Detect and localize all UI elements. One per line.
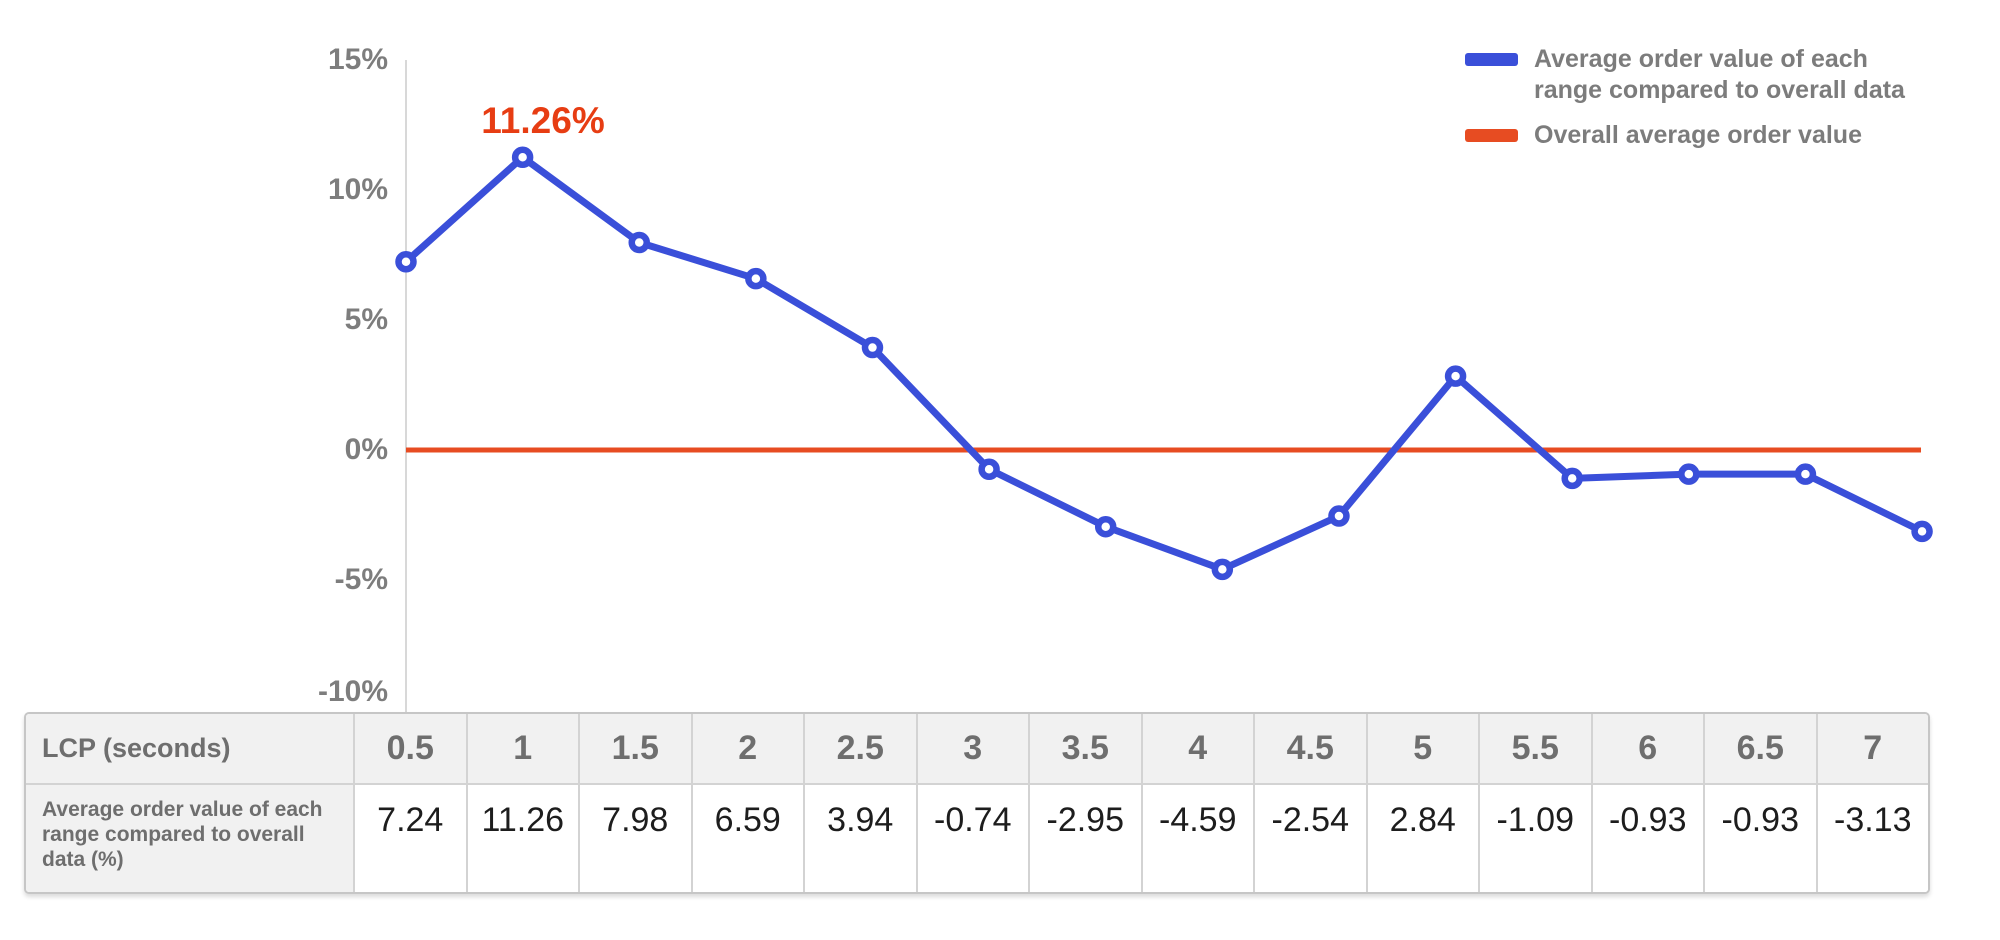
data-point-marker: [745, 267, 767, 290]
legend: Average order value of each range compar…: [1465, 44, 1935, 165]
metric-value-cell: -0.74: [915, 783, 1028, 892]
data-point-marker: [1678, 463, 1700, 485]
data-point-marker: [1328, 505, 1350, 527]
lcp-column-header: 3: [915, 714, 1028, 783]
table-value-row: Average order value of each range compar…: [26, 783, 1928, 892]
lcp-column-header: 7: [1815, 714, 1928, 783]
metric-value-cell: 2.84: [1365, 783, 1478, 892]
data-point-marker: [1094, 515, 1117, 538]
data-point-marker: [1211, 558, 1234, 581]
lcp-column-header: 1.5: [578, 714, 691, 783]
y-axis-tick-label: 5%: [344, 303, 388, 336]
lcp-column-header: 4.5: [1253, 714, 1366, 783]
data-point-marker: [978, 458, 1000, 480]
data-point-marker: [1444, 365, 1467, 387]
metric-value-cell: 3.94: [803, 783, 916, 892]
line-chart: 15% 10% 5% 0% -5% -10% 11.26% Average order v…: [317, 43, 1935, 712]
metric-label-cell: Average order value of each range compar…: [26, 783, 353, 892]
metric-value-cell: -2.95: [1028, 783, 1141, 892]
metric-value-cell: 7.98: [578, 783, 691, 892]
legend-item: Overall average order value: [1465, 120, 1935, 151]
legend-label: Overall average order value: [1534, 121, 1862, 149]
data-point-marker: [861, 336, 884, 359]
lcp-column-header: 5.5: [1478, 714, 1591, 783]
metric-value-cell: -2.54: [1253, 783, 1366, 892]
lcp-column-header: 3.5: [1028, 714, 1141, 783]
data-point-marker: [1561, 467, 1583, 490]
legend-label: Average order value of each range compar…: [1534, 45, 1905, 104]
legend-swatch-icon: [1465, 53, 1518, 66]
lcp-column-header: 6: [1590, 714, 1703, 783]
lcp-column-header: 1: [465, 714, 578, 783]
peak-annotation: 11.26%: [481, 100, 605, 141]
data-point-marker: [511, 146, 534, 168]
data-point-marker: [1794, 463, 1817, 485]
y-axis-tick-label: -10%: [317, 675, 388, 708]
data-point-marker: [628, 231, 650, 254]
metric-value-cell: -0.93: [1590, 783, 1703, 892]
metric-value-cell: 6.59: [690, 783, 803, 892]
data-point-marker: [395, 251, 417, 273]
legend-swatch-icon: [1465, 129, 1518, 142]
metric-value-cell: -1.09: [1478, 783, 1591, 892]
lcp-column-header: 4: [1140, 714, 1253, 783]
lcp-header-cell: LCP (seconds): [26, 714, 353, 783]
lcp-column-header: 2: [690, 714, 803, 783]
y-axis-tick-label: 0%: [344, 433, 388, 466]
table-header-row: LCP (seconds) 0.5 1 1.5 2 2.5 3 3.5 4 4.5 5 5.5 6 6.…: [26, 714, 1928, 783]
lcp-column-header: 5: [1365, 714, 1478, 783]
data-table: LCP (seconds) 0.5 1 1.5 2 2.5 3 3.5 4 4.5 5 5.5 6 6.…: [24, 712, 1930, 894]
lcp-column-header: 0.5: [353, 714, 466, 783]
series-line: [402, 153, 1926, 573]
lcp-column-header: 6.5: [1703, 714, 1816, 783]
metric-value-cell: -4.59: [1140, 783, 1253, 892]
metric-value-cell: 11.26: [465, 783, 578, 892]
y-axis-tick-label: 15%: [327, 43, 388, 76]
metric-value-cell: 7.24: [353, 783, 466, 892]
plot-svg: [395, 60, 1933, 712]
metric-value-cell: -0.93: [1703, 783, 1816, 892]
y-axis-tick-label: -5%: [334, 563, 388, 596]
data-point-marker: [1911, 520, 1933, 543]
legend-item: Average order value of each range compar…: [1465, 44, 1935, 106]
metric-value-cell: -3.13: [1815, 783, 1928, 892]
lcp-column-header: 2.5: [803, 714, 916, 783]
y-axis-tick-label: 10%: [327, 173, 388, 206]
